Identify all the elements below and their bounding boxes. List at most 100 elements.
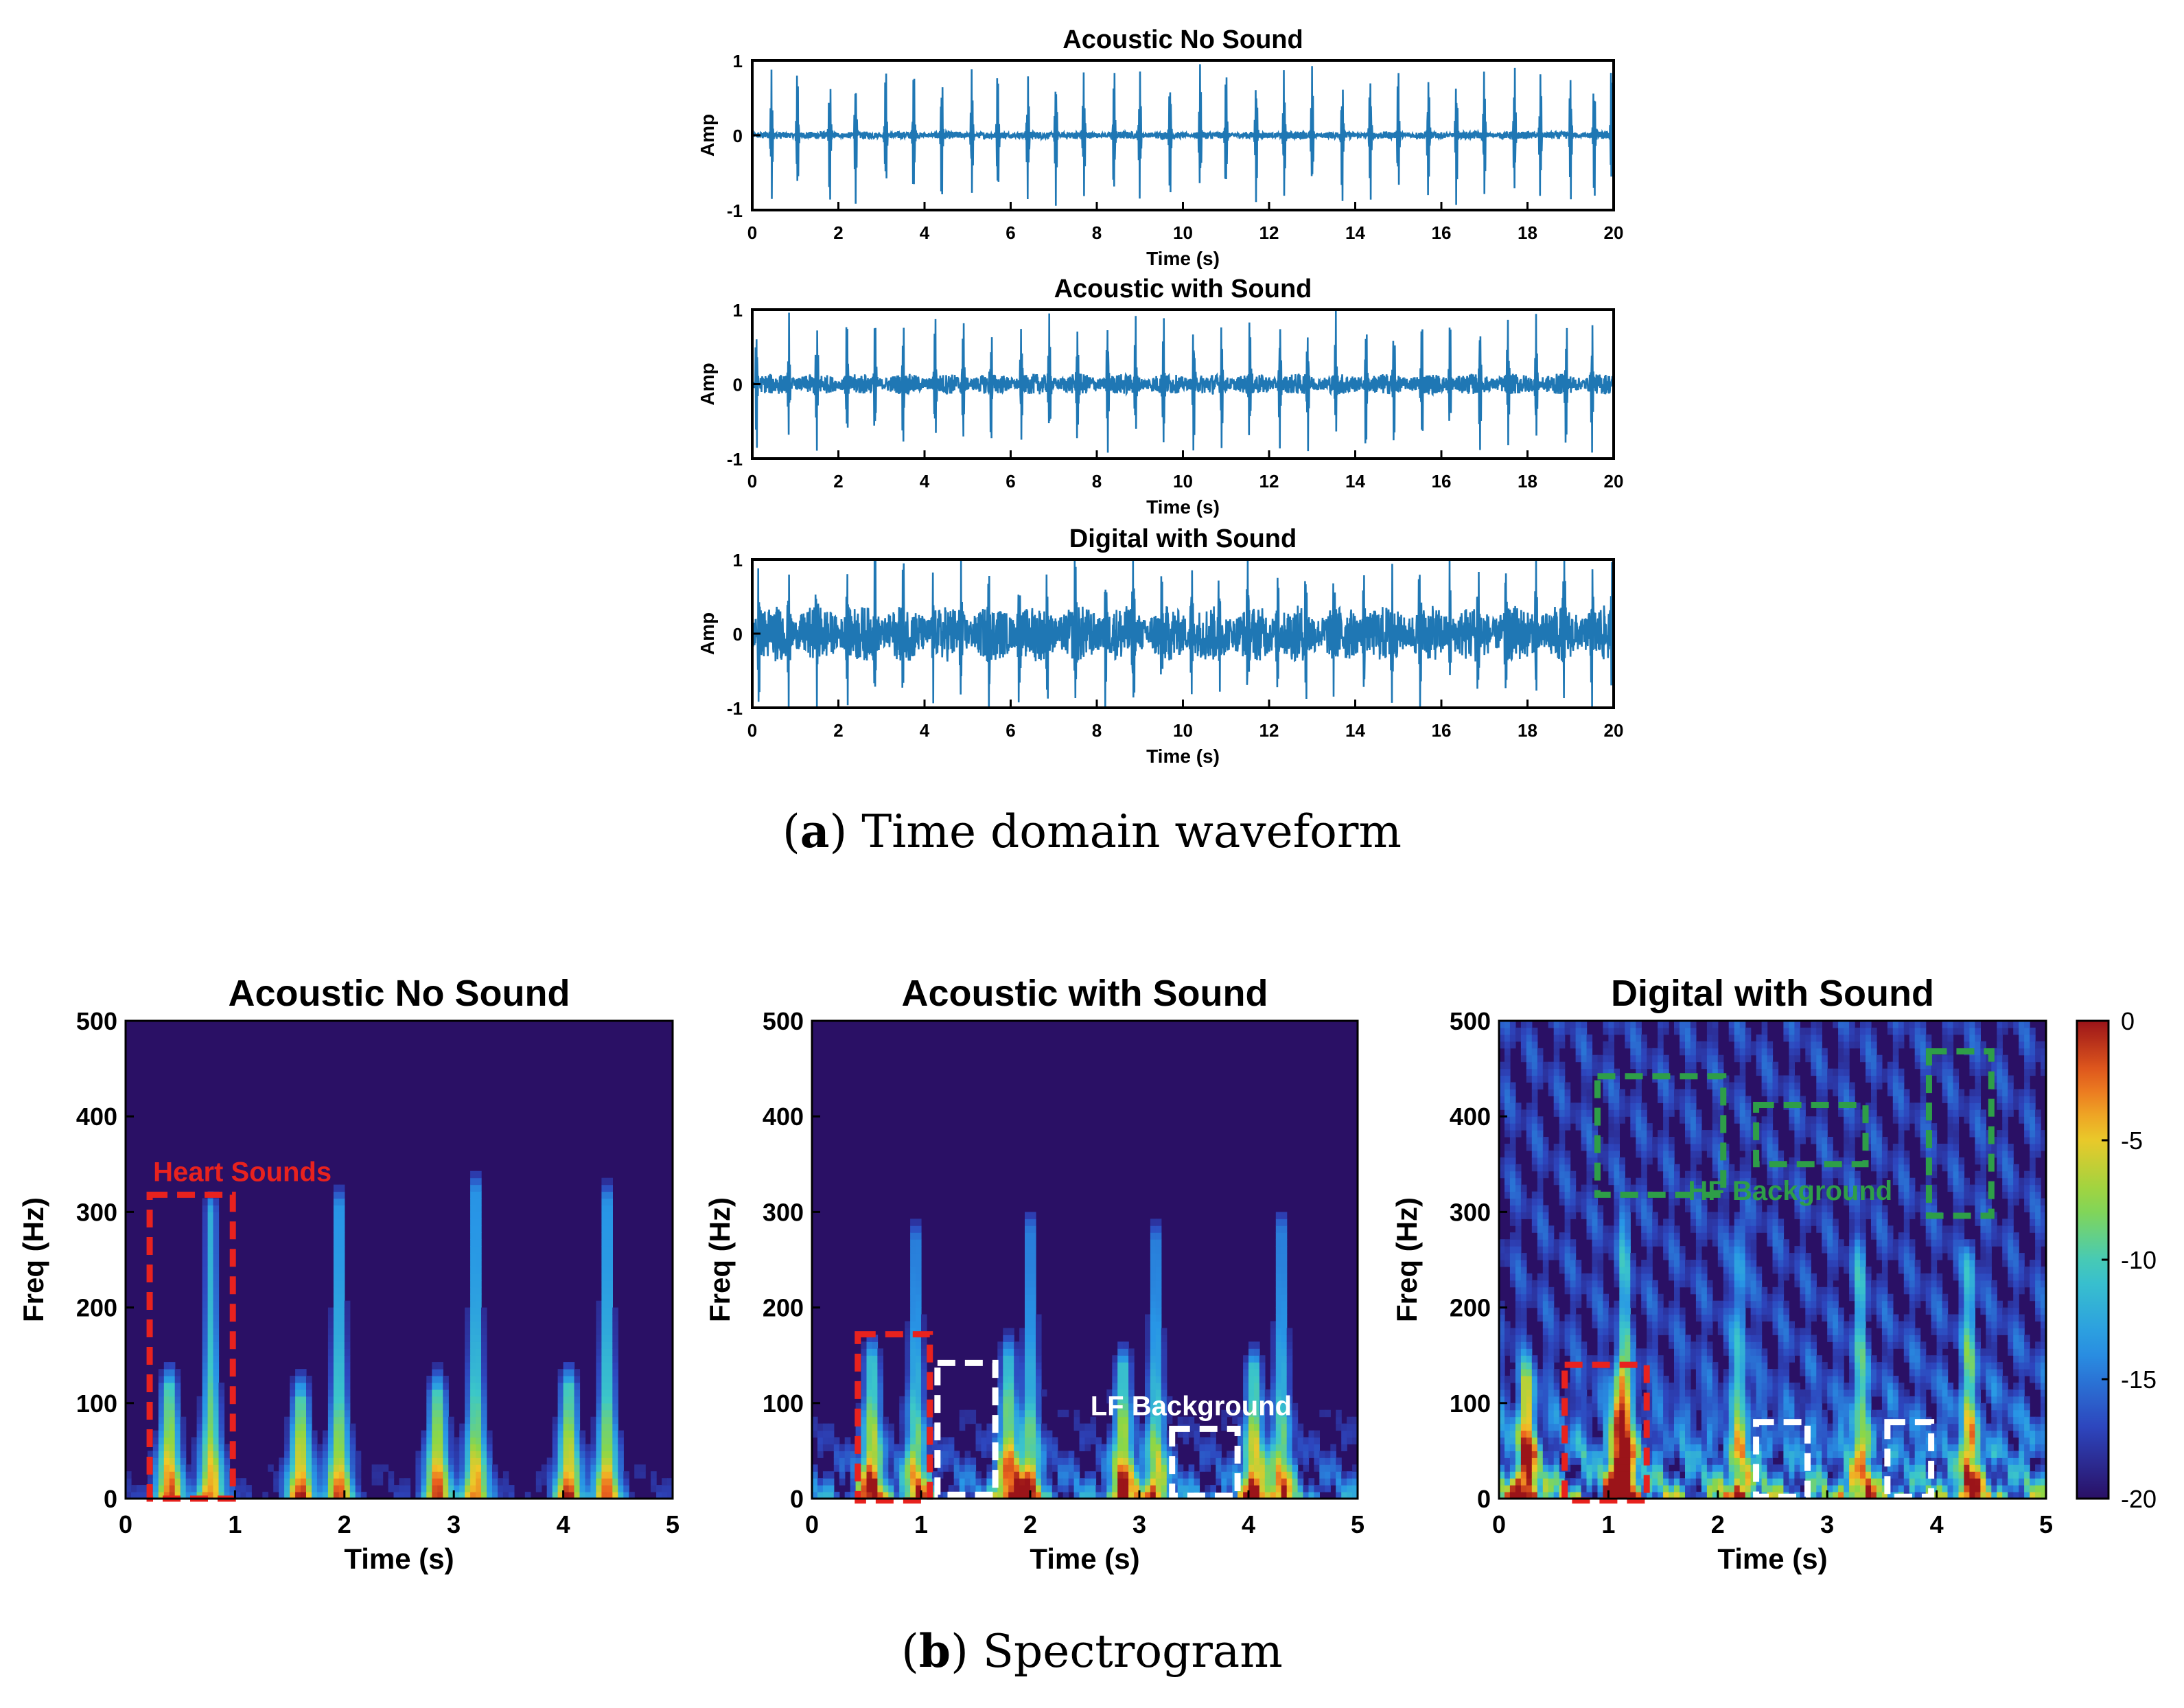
spectrogram-cell	[1090, 1416, 1097, 1424]
spectrogram-cell	[136, 1492, 143, 1499]
spectrogram-cell	[1509, 1205, 1516, 1212]
spectrogram-cell	[1570, 1266, 1577, 1274]
spectrogram-cell	[1537, 1369, 1544, 1376]
spectrogram-cell	[877, 1464, 883, 1472]
spectrogram-cell	[1025, 1492, 1031, 1499]
spectrogram-cell	[1106, 1396, 1113, 1404]
spectrogram-cell	[1520, 1184, 1527, 1192]
spectrogram-cell	[1281, 1403, 1288, 1411]
spectrogram-cell	[1548, 1246, 1555, 1254]
spectrogram-cell	[1548, 1376, 1555, 1383]
x-tick-label: 2	[833, 222, 843, 243]
spectrogram-cell	[1254, 1492, 1260, 1499]
spectrogram-cell	[207, 1205, 214, 1212]
spectrogram-cell	[1553, 1144, 1560, 1151]
spectrogram-cell	[1701, 1464, 1708, 1472]
spectrogram-cell	[1685, 1335, 1691, 1342]
spectrogram-cell	[481, 1478, 487, 1486]
spectrogram-cell	[1619, 1246, 1625, 1254]
spectrogram-cell	[279, 1464, 285, 1472]
spectrogram-cell	[607, 1485, 613, 1492]
spectrogram-cell	[948, 1451, 955, 1458]
spectrogram-cell	[601, 1416, 607, 1424]
spectrogram-cell	[1625, 1300, 1631, 1308]
spectrogram-cell	[1106, 1464, 1113, 1472]
spectrogram-cell	[1674, 1273, 1680, 1281]
spectrogram-cell	[1603, 1471, 1609, 1479]
spectrogram-cell	[202, 1383, 209, 1390]
spectrogram-cell	[877, 1355, 883, 1363]
spectrogram-cell	[1030, 1355, 1036, 1363]
spectrogram-cell	[905, 1369, 911, 1376]
spectrogram-cell	[833, 1457, 840, 1465]
spectrogram-cell	[1663, 1054, 1669, 1063]
spectrogram-cell	[1701, 1437, 1708, 1444]
spectrogram-cell	[327, 1416, 334, 1424]
spectrogram-cell	[1270, 1348, 1277, 1356]
spectrogram-cell	[1570, 1239, 1577, 1247]
spectrogram-cell	[1658, 1389, 1664, 1397]
spectrogram-cell	[1717, 1300, 1724, 1308]
spectrogram-cell	[552, 1485, 559, 1492]
spectrogram-cell	[1548, 1362, 1555, 1370]
spectrogram-cell	[1019, 1416, 1025, 1424]
spectrogram-cell	[1352, 1492, 1358, 1499]
spectrogram-cell	[333, 1389, 340, 1397]
y-tick-label: 500	[76, 1007, 117, 1035]
spectrogram-cell	[1559, 1034, 1566, 1042]
spectrogram-cell	[601, 1212, 607, 1219]
spectrogram-cell	[1123, 1341, 1129, 1349]
spectrogram-cell	[147, 1471, 154, 1479]
spectrogram-cell	[1232, 1409, 1238, 1418]
x-tick-label: 0	[805, 1510, 819, 1538]
spectrogram-cell	[1243, 1376, 1249, 1383]
spectrogram-cell	[1603, 1082, 1609, 1089]
y-tick-label: 200	[76, 1294, 117, 1322]
spectrogram-cell	[1603, 1335, 1609, 1342]
spectrogram-cell	[163, 1416, 170, 1424]
spectrogram-cell	[344, 1396, 351, 1404]
spectrogram-cell	[953, 1478, 960, 1486]
spectrogram-cell	[1641, 1177, 1647, 1186]
spectrogram-cell	[1526, 1116, 1533, 1124]
spectrogram-cell	[1150, 1478, 1157, 1486]
spectrogram-cell	[1690, 1164, 1697, 1172]
spectrogram-cell	[1674, 1403, 1680, 1411]
spectrogram-cell	[158, 1485, 165, 1492]
spectrogram-cell	[921, 1492, 927, 1499]
spectrogram-cell	[872, 1464, 879, 1472]
spectrogram-cell	[1603, 1150, 1609, 1158]
spectrogram-cell	[1531, 1164, 1538, 1172]
spectrogram-cell	[1619, 1383, 1625, 1390]
spectrogram-cell	[1625, 1212, 1631, 1219]
spectrogram-cell	[1014, 1464, 1020, 1472]
spectrogram-cell	[1243, 1396, 1249, 1404]
spectrogram-cell	[1542, 1478, 1549, 1486]
spectrogram-cell	[1706, 1280, 1713, 1288]
spectrogram-cell	[1701, 1485, 1708, 1492]
spectrogram-cell	[1505, 1253, 1511, 1260]
spectrogram-cell	[1509, 1246, 1516, 1254]
spectrogram-cell	[1608, 1068, 1614, 1076]
spectrogram-cell	[1603, 1430, 1609, 1438]
spectrogram-cell	[1636, 1286, 1642, 1295]
spectrogram-cell	[1520, 1492, 1527, 1499]
spectrogram-cell	[290, 1457, 296, 1465]
spectrogram-cell	[470, 1280, 476, 1288]
spectrogram-cell	[290, 1444, 296, 1451]
spectrogram-cell	[1003, 1478, 1009, 1486]
spectrogram-cell	[1706, 1219, 1713, 1226]
spectrogram-cell	[1286, 1478, 1293, 1486]
spectrogram-cell	[964, 1478, 971, 1486]
spectrogram-cell	[344, 1492, 351, 1499]
spectrogram-cell	[1663, 1328, 1669, 1335]
spectrogram-cell	[202, 1273, 209, 1281]
spectrogram-cell	[1663, 1150, 1669, 1158]
spectrogram-cell	[393, 1492, 400, 1499]
spectrogram-cell	[1603, 1423, 1609, 1431]
spectrogram-cell	[1095, 1444, 1102, 1451]
spectrogram-cell	[1520, 1123, 1527, 1131]
spectrogram-cell	[1690, 1389, 1697, 1397]
y-axis-label: Freq (Hz)	[704, 1197, 736, 1322]
